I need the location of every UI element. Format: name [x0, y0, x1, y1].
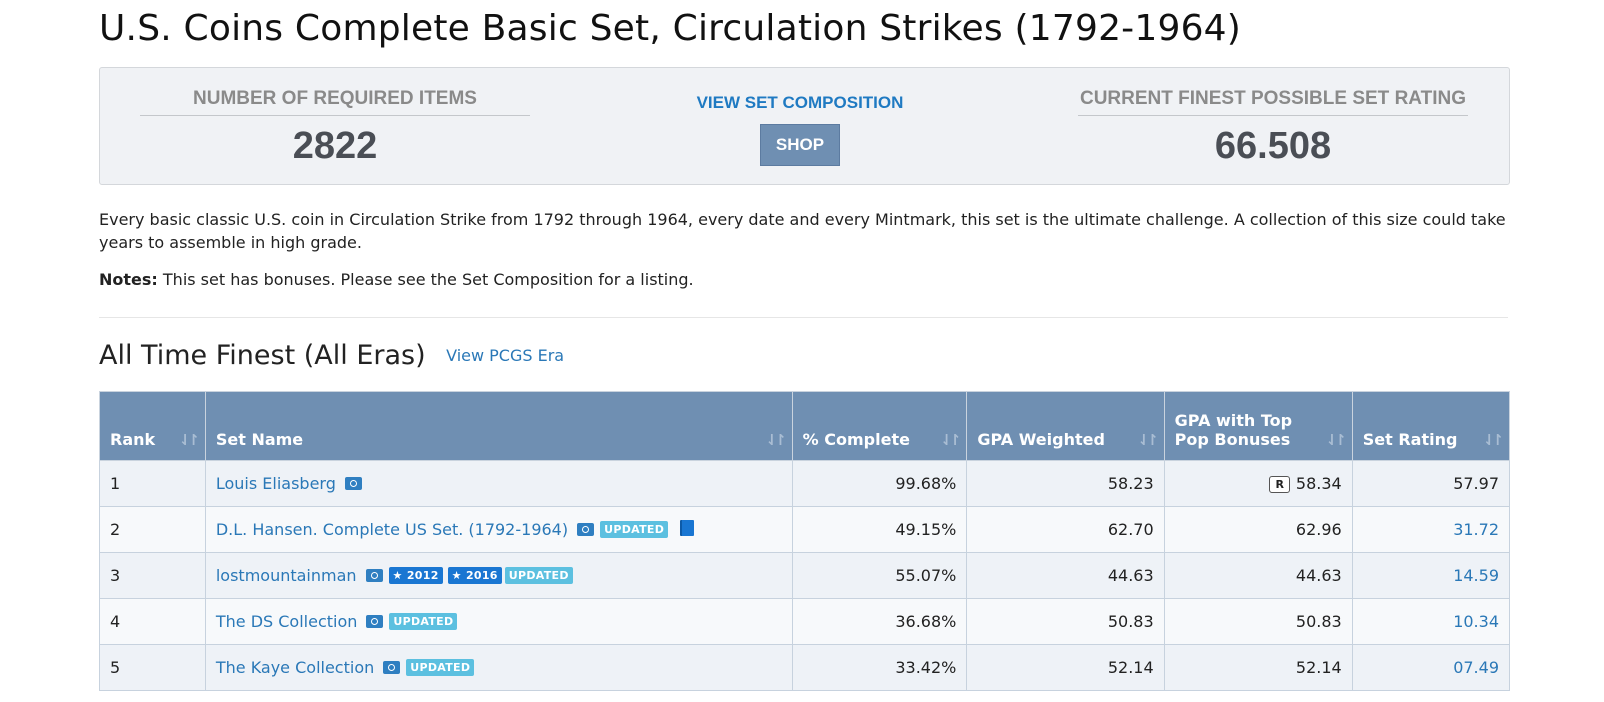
camera-icon[interactable] [365, 569, 383, 582]
complete-cell: 99.68% [791, 460, 968, 507]
sort-icon[interactable]: ⇃↾ [1137, 431, 1159, 449]
complete-cell: 55.07% [791, 552, 968, 599]
sort-icon[interactable]: ⇃↾ [940, 431, 961, 449]
set-name-link[interactable]: Louis Eliasberg [215, 474, 336, 493]
gpa-top-cell: 62.96 [1163, 506, 1353, 553]
set-name-cell: The Kaye Collection UPDATED [204, 644, 793, 691]
r-badge: R [1269, 476, 1290, 493]
award-2016-badge: ★ 2016 [447, 567, 502, 584]
camera-icon[interactable] [577, 523, 595, 536]
table-row: 4 The DS Collection UPDATED 36.68% 50.83 … [99, 598, 1511, 645]
set-name-link[interactable]: The Kaye Collection [215, 658, 375, 677]
gpa-weighted-cell: 50.83 [966, 598, 1165, 645]
set-rating-link[interactable]: 31.72 [1351, 506, 1511, 553]
camera-icon[interactable] [366, 615, 384, 628]
gpa-top-cell: 50.83 [1163, 598, 1353, 645]
section-header: All Time Finest (All Eras) View PCGS Era [99, 340, 564, 371]
complete-cell: 36.68% [791, 598, 968, 645]
rank-cell: 5 [99, 644, 206, 691]
complete-cell: 33.42% [791, 644, 968, 691]
table-row: 5 The Kaye Collection UPDATED 33.42% 52.1… [99, 644, 1511, 691]
camera-icon[interactable] [344, 477, 362, 490]
required-items-stat: NUMBER OF REQUIRED ITEMS 2822 [140, 88, 530, 168]
gpa-top-cell: 52.14 [1163, 644, 1353, 691]
gpa-top-cell: R 58.34 [1163, 460, 1353, 507]
set-name-link[interactable]: lostmountainman [215, 566, 357, 585]
set-name-cell: D.L. Hansen. Complete US Set. (1792-1964… [204, 506, 793, 553]
header-set-rating[interactable]: Set Rating ⇃↾ [1351, 391, 1511, 461]
set-description: Every basic classic U.S. coin in Circula… [99, 210, 1506, 252]
complete-cell: 49.15% [791, 506, 968, 553]
gpa-weighted-cell: 44.63 [966, 552, 1165, 599]
set-name-cell: lostmountainman ★ 2012 ★ 2016 UPDATED [204, 552, 793, 599]
set-rating-link[interactable]: 10.34 [1351, 598, 1511, 645]
header-gpa-top-pop[interactable]: GPA with Top Pop Bonuses ⇃↾ [1163, 391, 1353, 461]
updated-badge: UPDATED [406, 659, 475, 676]
view-pcgs-era-link[interactable]: View PCGS Era [446, 346, 565, 365]
section-heading: All Time Finest (All Eras) [99, 340, 426, 371]
book-icon[interactable] [680, 520, 695, 536]
header-complete[interactable]: % Complete ⇃↾ [791, 391, 968, 461]
finest-rating-label: CURRENT FINEST POSSIBLE SET RATING [1078, 88, 1468, 116]
divider [99, 317, 1508, 318]
rank-cell: 1 [99, 460, 206, 507]
sort-icon[interactable]: ⇃↾ [178, 431, 200, 449]
set-rating-cell: 57.97 [1351, 460, 1511, 507]
header-gpa-weighted[interactable]: GPA Weighted ⇃↾ [966, 391, 1165, 461]
set-name-cell: The DS Collection UPDATED [204, 598, 793, 645]
shop-button[interactable]: SHOP [760, 124, 840, 166]
table-row: 1 Louis Eliasberg 99.68% 58.23 R 58.34 57… [99, 460, 1511, 507]
gpa-top-cell: 44.63 [1163, 552, 1353, 599]
header-set-name[interactable]: Set Name ⇃↾ [204, 391, 793, 461]
set-rating-link[interactable]: 14.59 [1351, 552, 1511, 599]
notes-label: Notes: [99, 270, 158, 289]
page-title: U.S. Coins Complete Basic Set, Circulati… [99, 8, 1242, 49]
gpa-weighted-cell: 58.23 [966, 460, 1165, 507]
rankings-table: Rank ⇃↾ Set Name ⇃↾ % Complete ⇃↾ GPA Weigh… [99, 391, 1511, 691]
set-notes: Notes: This set has bonuses. Please see … [99, 270, 694, 289]
rank-cell: 3 [99, 552, 206, 599]
rank-cell: 2 [99, 506, 206, 553]
set-name-cell: Louis Eliasberg [204, 460, 793, 507]
table-row: 3 lostmountainman ★ 2012 ★ 2016 UPDATED 55.… [99, 552, 1511, 599]
required-items-label: NUMBER OF REQUIRED ITEMS [140, 88, 530, 116]
gpa-weighted-cell: 52.14 [966, 644, 1165, 691]
finest-rating-stat: CURRENT FINEST POSSIBLE SET RATING 66.50… [1078, 88, 1468, 168]
rank-cell: 4 [99, 598, 206, 645]
updated-badge: UPDATED [389, 613, 458, 630]
award-2012-badge: ★ 2012 [388, 567, 443, 584]
set-name-link[interactable]: The DS Collection [215, 612, 358, 631]
table-header-row: Rank ⇃↾ Set Name ⇃↾ % Complete ⇃↾ GPA Weigh… [99, 391, 1511, 461]
set-stats-panel: NUMBER OF REQUIRED ITEMS 2822 VIEW SET C… [99, 67, 1510, 185]
sort-icon[interactable]: ⇃↾ [765, 431, 787, 449]
finest-rating-value: 66.508 [1214, 125, 1332, 167]
view-set-composition-link[interactable]: VIEW SET COMPOSITION [696, 93, 904, 112]
set-rating-link[interactable]: 07.49 [1351, 644, 1511, 691]
header-rank[interactable]: Rank ⇃↾ [99, 391, 206, 461]
gpa-weighted-cell: 62.70 [966, 506, 1165, 553]
sort-icon[interactable]: ⇃↾ [1325, 431, 1347, 449]
updated-badge: UPDATED [600, 521, 669, 538]
set-actions: VIEW SET COMPOSITION SHOP [680, 93, 920, 166]
table-row: 2 D.L. Hansen. Complete US Set. (1792-19… [99, 506, 1511, 553]
camera-icon[interactable] [383, 661, 401, 674]
set-name-link[interactable]: D.L. Hansen. Complete US Set. (1792-1964… [215, 520, 569, 539]
required-items-value: 2822 [292, 125, 378, 167]
notes-text: This set has bonuses. Please see the Set… [157, 270, 694, 289]
updated-badge: UPDATED [504, 567, 573, 584]
sort-icon[interactable]: ⇃↾ [1482, 431, 1504, 449]
